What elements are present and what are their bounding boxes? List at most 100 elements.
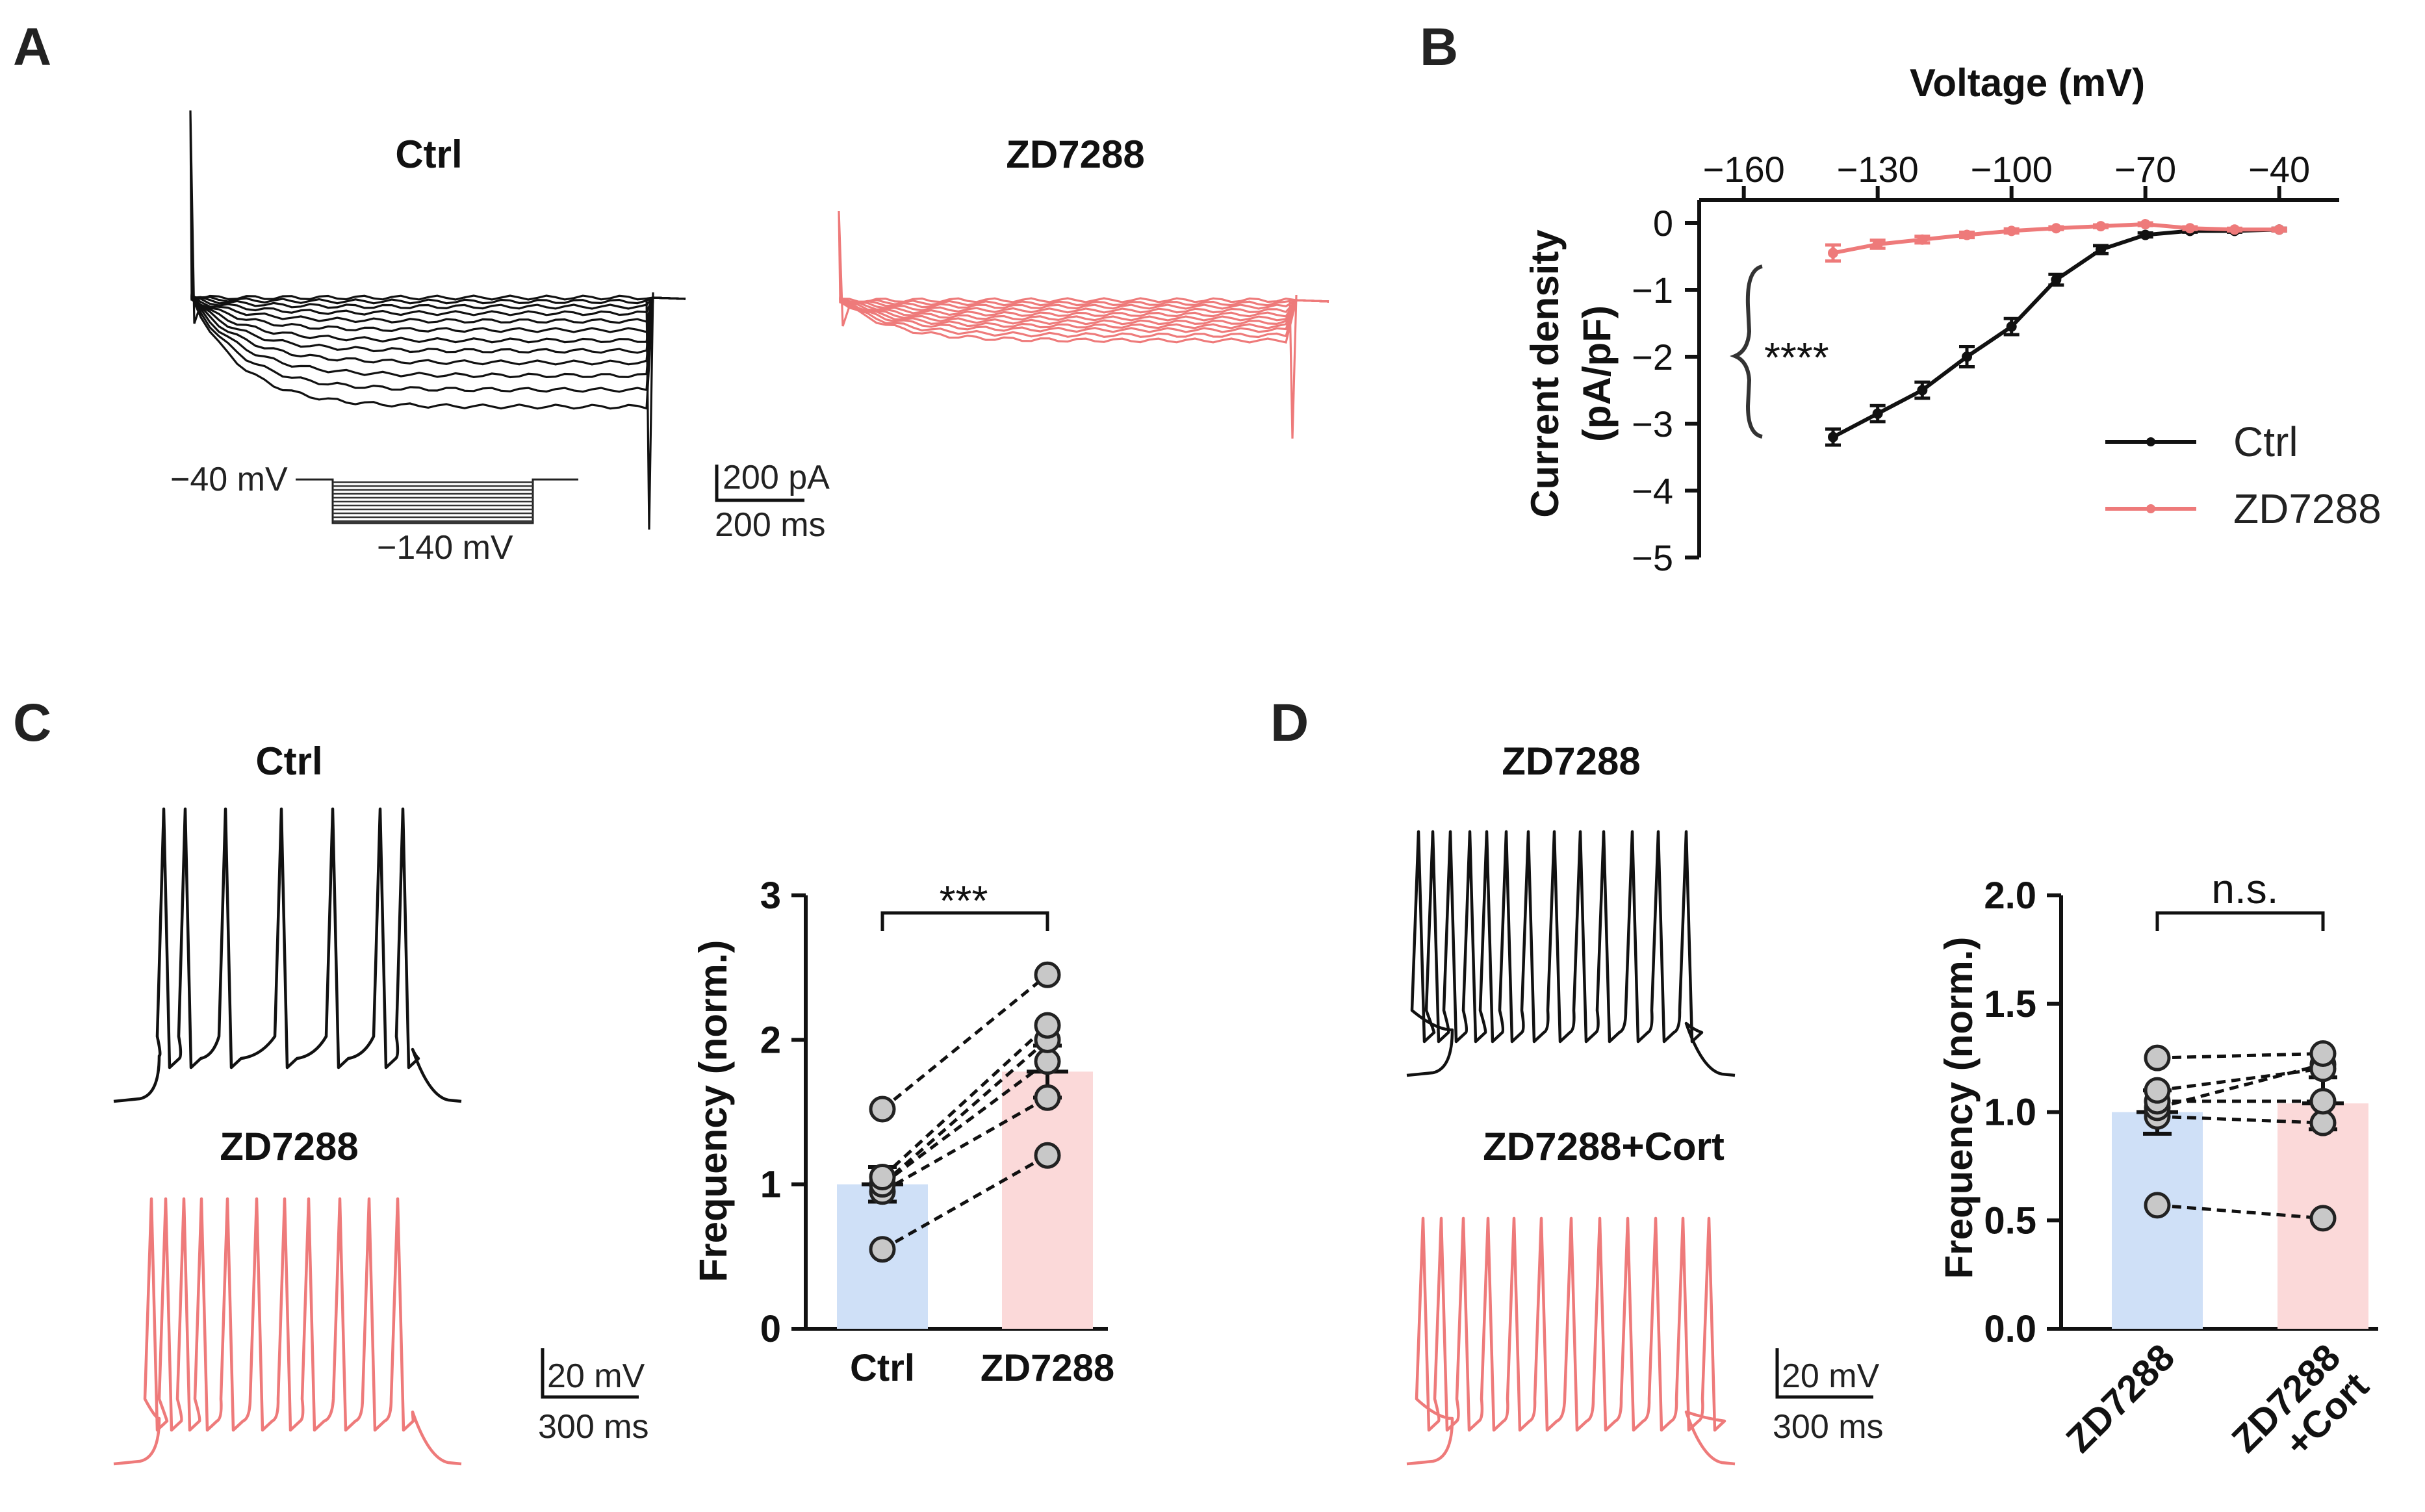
panel-a-step-label: −140 mV — [377, 529, 513, 567]
panel-a-zd-trace — [839, 296, 1329, 333]
panel-b-y-tick-label: −2 — [1632, 337, 1673, 378]
panel-c-data-point — [1034, 1142, 1061, 1169]
panel-d-y-tick-label: 0.5 — [1984, 1199, 2036, 1242]
panel-c-paired-line — [881, 1154, 1049, 1251]
panel-d-data-point — [2144, 1044, 2171, 1071]
panel-c-paired-line — [881, 1060, 1049, 1186]
panel-d-zd-title: ZD7288 — [1502, 739, 1640, 783]
legend-zd7288: ZD7288 — [2233, 485, 2381, 532]
panel-a-ctrl-trace — [190, 296, 686, 354]
panel-b-series-zd7288-point — [2185, 223, 2196, 234]
panel-a-ctrl-trace — [190, 296, 686, 305]
panel-c-ctrl-trace — [113, 807, 462, 1103]
panel-a-zd-trace — [839, 298, 1329, 326]
panel-d-significance: n.s. — [2211, 865, 2278, 912]
panel-b-significance: **** — [1764, 334, 1829, 381]
panel-b-series-zd7288-point — [1962, 229, 1972, 240]
panel-c-data-point — [869, 1164, 896, 1191]
panel-c-y-tick-label: 3 — [760, 875, 781, 917]
panel-b-series-zd7288-point — [2229, 224, 2240, 235]
panel-letter-b: B — [1420, 18, 1458, 77]
panel-a-ctrl-trace — [190, 293, 686, 379]
panel-a-zd-trace — [839, 299, 1329, 344]
panel-letter-c: C — [13, 693, 51, 752]
panel-d-zd-trace — [1406, 830, 1736, 1077]
panel-c-y-tick-label: 2 — [760, 1019, 781, 1061]
panel-d-scale-voltage: 20 mV — [1782, 1357, 1880, 1395]
panel-d-data-point — [2144, 1192, 2171, 1219]
panel-a-ctrl-trace — [190, 295, 686, 393]
panel-a-scale-current: 200 pA — [723, 459, 830, 496]
panel-c-category-label: Ctrl — [850, 1347, 915, 1389]
panel-c-paired-line — [881, 1096, 1049, 1193]
panel-b-series-ctrl-point — [1917, 385, 1928, 396]
panel-b-x-tick-label: −160 — [1703, 149, 1785, 190]
panel-d-scale-bar: 20 mV 300 ms — [1773, 1348, 1884, 1446]
panel-d-y-tick-label: 1.0 — [1984, 1092, 2036, 1134]
panel-d-category-label-line: ZD7288 — [2058, 1336, 2183, 1461]
panel-a-zd-trace — [839, 299, 1329, 314]
panel-d-zd-cort-title: ZD7288+Cort — [1483, 1125, 1725, 1168]
panel-a-ctrl-trace — [190, 294, 686, 316]
panel-d-zd-voltage-trace — [1406, 830, 1736, 1077]
panel-d-paired-line — [2157, 1114, 2324, 1125]
panel-a-ctrl-title: Ctrl — [395, 133, 462, 176]
panel-c-zd-title: ZD7288 — [220, 1125, 358, 1168]
panel-d-bar-1 — [2112, 1112, 2203, 1329]
panel-b-iv-chart: Voltage (mV) Current density (pA/pF) ***… — [1523, 61, 2381, 578]
panel-b-series-ctrl-point — [2140, 229, 2151, 240]
panel-a-voltage-protocol — [296, 478, 578, 524]
panel-a-ctrl-trace — [190, 294, 686, 324]
panel-c-scale-bar: 20 mV 300 ms — [538, 1348, 649, 1446]
panel-c-data-point — [869, 1236, 896, 1263]
panel-b-series-ctrl-point — [2006, 321, 2017, 332]
panel-a-zd-trace — [839, 299, 1329, 318]
panel-c-ctrl-voltage-trace — [113, 807, 462, 1103]
panel-b-series-ctrl-line — [1832, 227, 2279, 439]
panel-a-zd-trace — [839, 297, 1329, 303]
panel-a-scale-bar: 200 pA 200 ms — [715, 459, 830, 544]
panel-d-scale-time: 300 ms — [1773, 1408, 1884, 1446]
panel-a-ctrl-trace — [190, 294, 686, 301]
panel-d-data-point — [2309, 1109, 2337, 1136]
panel-a-zd-trace — [1289, 294, 1298, 439]
panel-d-paired-line — [2157, 1051, 2324, 1060]
panel-c-scale-time: 300 ms — [538, 1408, 649, 1446]
panel-b-legend: Ctrl ZD7288 — [2105, 418, 2381, 532]
panel-c-zd-trace — [113, 1197, 462, 1466]
panel-a-zd-trace — [839, 299, 1329, 339]
panel-b-ylabel-line1: Current density — [1523, 229, 1567, 518]
panel-a-zd-trace — [839, 299, 1329, 322]
panel-b-series-ctrl-point — [2096, 244, 2106, 255]
panel-d-cort-trace — [1406, 1216, 1736, 1466]
panel-c-significance: *** — [940, 877, 988, 924]
panel-b-xlabel: Voltage (mV) — [1910, 61, 2145, 105]
protocol-outline — [296, 478, 578, 524]
panel-c-data-point — [1034, 961, 1061, 988]
panel-b-y-tick-label: −1 — [1632, 270, 1673, 311]
panel-c-ylabel: Frequency (norm.) — [691, 940, 735, 1283]
panel-d-data-point — [2144, 1077, 2171, 1104]
panel-a-ctrl-trace — [190, 296, 686, 310]
panel-b-y-tick-label: 0 — [1653, 203, 1673, 244]
panel-letter-a: A — [13, 18, 51, 77]
panel-a-ctrl-trace — [190, 296, 686, 366]
panel-b-series-zd7288-point — [1917, 234, 1928, 245]
panel-b-series-ctrl-point — [1962, 352, 1972, 362]
panel-b-series-zd7288-point — [2140, 219, 2151, 230]
panel-c-data-point — [1034, 1012, 1061, 1039]
panel-a-zd-trace — [838, 211, 851, 327]
panel-c-scale-voltage: 20 mV — [547, 1357, 645, 1395]
panel-d-y-tick-label: 1.5 — [1984, 983, 2036, 1025]
panel-b-series-zd7288-point — [2096, 221, 2106, 232]
panel-a-hold-label: −40 mV — [170, 461, 288, 498]
panel-b-series-zd7288-point — [1828, 248, 1838, 259]
panel-d-frequency-chart: Frequency (norm.) n.s. 0.0 0.5 1.0 1.5 2.0 ZD… — [1937, 865, 2378, 1465]
panel-b-series-ctrl-point — [1828, 431, 1838, 442]
panel-b-x-tick-label: −70 — [2114, 149, 2176, 190]
panel-b-x-tick-label: −40 — [2248, 149, 2310, 190]
panel-a-ctrl-current-traces — [189, 110, 686, 530]
panel-c-paired-line — [881, 1024, 1049, 1179]
panel-c-paired-line — [881, 973, 1049, 1110]
panel-a-ctrl-trace — [645, 292, 654, 530]
